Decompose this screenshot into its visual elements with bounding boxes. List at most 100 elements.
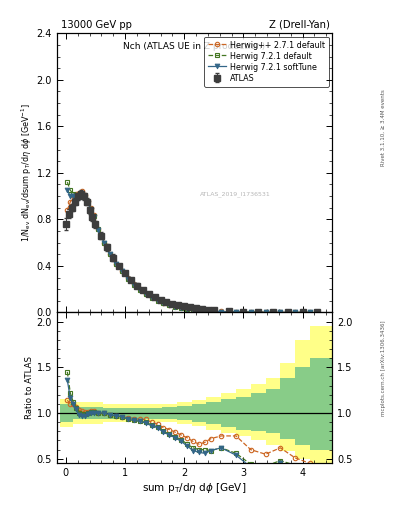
Y-axis label: Ratio to ATLAS: Ratio to ATLAS: [25, 356, 34, 419]
Herwig 7.2.1 default: [92, 213, 96, 219]
Herwig 7.2.1 softTune: [155, 298, 160, 304]
Herwig 7.2.1 default: [65, 179, 70, 185]
Herwig++ 2.7.1 default: [83, 192, 88, 198]
Herwig++ 2.7.1 default: [208, 308, 213, 314]
Herwig 7.2.1 softTune: [80, 194, 84, 200]
Herwig 7.2.1 default: [108, 251, 112, 258]
Herwig 7.2.1 softTune: [68, 193, 73, 199]
Herwig++ 2.7.1 default: [293, 309, 298, 315]
Herwig 7.2.1 default: [102, 240, 107, 246]
Herwig 7.2.1 softTune: [191, 307, 195, 313]
Herwig++ 2.7.1 default: [120, 268, 125, 274]
Herwig++ 2.7.1 default: [89, 205, 94, 211]
Text: Nch (ATLAS UE in Z production): Nch (ATLAS UE in Z production): [123, 41, 266, 51]
Herwig++ 2.7.1 default: [202, 307, 207, 313]
Herwig 7.2.1 default: [196, 307, 201, 313]
Herwig++ 2.7.1 default: [196, 307, 201, 313]
Herwig 7.2.1 default: [149, 295, 154, 301]
Text: ATLAS_2019_I1736531: ATLAS_2019_I1736531: [200, 191, 271, 197]
Legend: Herwig++ 2.7.1 default, Herwig 7.2.1 default, Herwig 7.2.1 softTune, ATLAS: Herwig++ 2.7.1 default, Herwig 7.2.1 def…: [204, 36, 329, 87]
Herwig 7.2.1 default: [114, 261, 119, 267]
Text: 13000 GeV pp: 13000 GeV pp: [61, 19, 132, 30]
Herwig 7.2.1 default: [71, 191, 75, 197]
Herwig 7.2.1 softTune: [293, 309, 298, 315]
Herwig 7.2.1 default: [155, 297, 160, 304]
Herwig 7.2.1 softTune: [196, 307, 201, 313]
Herwig++ 2.7.1 default: [77, 189, 81, 196]
Herwig++ 2.7.1 default: [138, 286, 142, 292]
Herwig 7.2.1 default: [161, 300, 166, 306]
Herwig 7.2.1 softTune: [208, 308, 213, 314]
Herwig++ 2.7.1 default: [92, 211, 96, 218]
Herwig 7.2.1 default: [120, 268, 125, 274]
Line: Herwig 7.2.1 softTune: Herwig 7.2.1 softTune: [65, 188, 312, 315]
Herwig 7.2.1 default: [143, 291, 148, 297]
Herwig++ 2.7.1 default: [219, 308, 224, 314]
Herwig++ 2.7.1 default: [143, 290, 148, 296]
Herwig++ 2.7.1 default: [278, 309, 283, 315]
Herwig 7.2.1 softTune: [219, 309, 224, 315]
Herwig 7.2.1 default: [278, 309, 283, 315]
Herwig 7.2.1 default: [233, 309, 238, 315]
Herwig 7.2.1 default: [77, 193, 81, 199]
Herwig 7.2.1 default: [80, 192, 84, 198]
Herwig 7.2.1 softTune: [86, 200, 90, 206]
Herwig 7.2.1 default: [202, 308, 207, 314]
Text: mcplots.cern.ch [arXiv:1306.3436]: mcplots.cern.ch [arXiv:1306.3436]: [381, 321, 386, 416]
Herwig++ 2.7.1 default: [114, 261, 119, 267]
Text: Rivet 3.1.10, ≥ 3.4M events: Rivet 3.1.10, ≥ 3.4M events: [381, 90, 386, 166]
Herwig++ 2.7.1 default: [185, 306, 189, 312]
Herwig++ 2.7.1 default: [179, 304, 184, 310]
Herwig 7.2.1 softTune: [114, 261, 119, 267]
Herwig++ 2.7.1 default: [191, 306, 195, 312]
Herwig 7.2.1 default: [126, 275, 130, 282]
Herwig 7.2.1 softTune: [71, 193, 75, 199]
Herwig 7.2.1 softTune: [278, 309, 283, 315]
Herwig 7.2.1 softTune: [92, 214, 96, 220]
Herwig 7.2.1 default: [173, 304, 178, 310]
Herwig++ 2.7.1 default: [68, 199, 73, 205]
Herwig 7.2.1 softTune: [96, 227, 101, 233]
Text: Z (Drell-Yan): Z (Drell-Yan): [269, 19, 330, 30]
Herwig++ 2.7.1 default: [74, 191, 79, 197]
Herwig 7.2.1 softTune: [65, 187, 70, 194]
Herwig 7.2.1 softTune: [77, 196, 81, 202]
Herwig 7.2.1 softTune: [132, 282, 136, 288]
Herwig++ 2.7.1 default: [167, 302, 172, 308]
Herwig 7.2.1 default: [86, 199, 90, 205]
Herwig 7.2.1 default: [89, 206, 94, 212]
Herwig++ 2.7.1 default: [132, 281, 136, 287]
Herwig 7.2.1 default: [185, 306, 189, 312]
Herwig 7.2.1 default: [308, 309, 312, 315]
Herwig 7.2.1 softTune: [83, 197, 88, 203]
Herwig 7.2.1 default: [68, 187, 73, 194]
Herwig 7.2.1 default: [191, 307, 195, 313]
Herwig 7.2.1 softTune: [202, 308, 207, 314]
Herwig 7.2.1 softTune: [143, 291, 148, 297]
Herwig 7.2.1 default: [132, 282, 136, 288]
Herwig++ 2.7.1 default: [233, 309, 238, 315]
Herwig 7.2.1 default: [96, 226, 101, 232]
Herwig 7.2.1 default: [83, 194, 88, 200]
Herwig 7.2.1 default: [248, 309, 253, 315]
Herwig++ 2.7.1 default: [173, 303, 178, 309]
Herwig 7.2.1 default: [138, 287, 142, 293]
Herwig 7.2.1 softTune: [126, 275, 130, 282]
Herwig 7.2.1 softTune: [233, 309, 238, 315]
Herwig 7.2.1 default: [293, 309, 298, 315]
Herwig 7.2.1 default: [263, 309, 268, 315]
Herwig 7.2.1 default: [179, 305, 184, 311]
Herwig++ 2.7.1 default: [155, 297, 160, 303]
Herwig 7.2.1 softTune: [161, 300, 166, 306]
Herwig 7.2.1 softTune: [74, 194, 79, 200]
X-axis label: sum p$_\mathregular{T}$/d$\eta$ d$\phi$ [GeV]: sum p$_\mathregular{T}$/d$\eta$ d$\phi$ …: [142, 481, 247, 495]
Herwig 7.2.1 softTune: [89, 207, 94, 213]
Herwig++ 2.7.1 default: [71, 193, 75, 199]
Herwig 7.2.1 default: [219, 309, 224, 315]
Herwig++ 2.7.1 default: [248, 309, 253, 315]
Herwig 7.2.1 softTune: [185, 306, 189, 312]
Herwig 7.2.1 softTune: [138, 287, 142, 293]
Herwig 7.2.1 default: [74, 192, 79, 198]
Herwig++ 2.7.1 default: [126, 275, 130, 281]
Herwig 7.2.1 softTune: [102, 240, 107, 246]
